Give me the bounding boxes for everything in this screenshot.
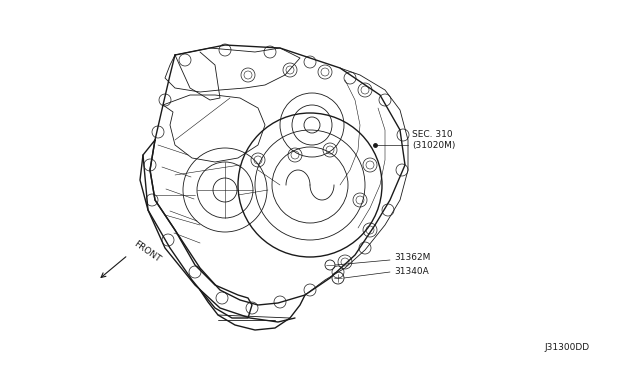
Text: J31300DD: J31300DD xyxy=(545,343,590,352)
Text: SEC. 310
(31020M): SEC. 310 (31020M) xyxy=(412,130,456,150)
Text: 31340A: 31340A xyxy=(394,267,429,276)
Text: FRONT: FRONT xyxy=(132,240,162,264)
Text: 31362M: 31362M xyxy=(394,253,430,263)
